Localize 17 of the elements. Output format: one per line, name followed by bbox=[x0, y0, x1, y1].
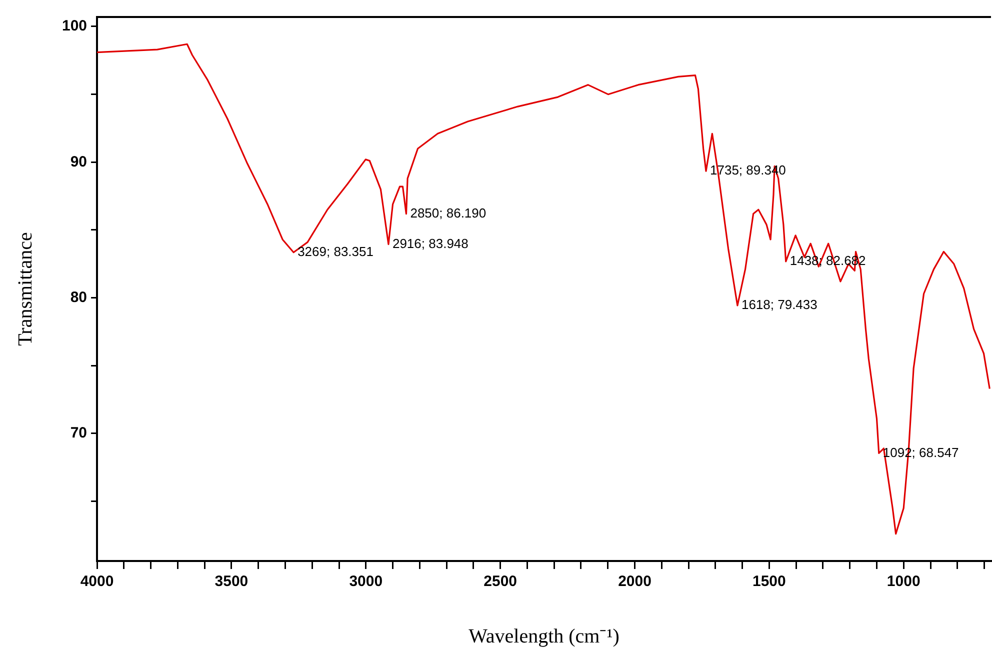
x-axis-title: Wavelength (cm⁻¹) bbox=[468, 625, 620, 648]
y-tick-label: 100 bbox=[62, 18, 88, 35]
annotation: 1618; 79.433 bbox=[741, 297, 818, 312]
x-tick-label: 3500 bbox=[214, 573, 248, 590]
annotation: 2850; 86.190 bbox=[410, 205, 486, 220]
x-tick-label: 1500 bbox=[752, 573, 786, 590]
y-tick-label: 70 bbox=[70, 424, 88, 442]
annotation: 2916; 83.948 bbox=[392, 236, 468, 251]
x-tick-label: 4000 bbox=[80, 573, 114, 590]
y-axis-title: Transmittance bbox=[14, 232, 36, 346]
x-tick-label: 2500 bbox=[484, 573, 518, 590]
annotation: 3269; 83.351 bbox=[298, 244, 374, 259]
x-tick-label: 2000 bbox=[618, 573, 652, 590]
x-tick-label: 1000 bbox=[886, 573, 920, 590]
x-tick-label: 3000 bbox=[349, 573, 383, 590]
y-tick-label: 80 bbox=[70, 288, 88, 306]
y-tick-label: 90 bbox=[70, 153, 88, 170]
